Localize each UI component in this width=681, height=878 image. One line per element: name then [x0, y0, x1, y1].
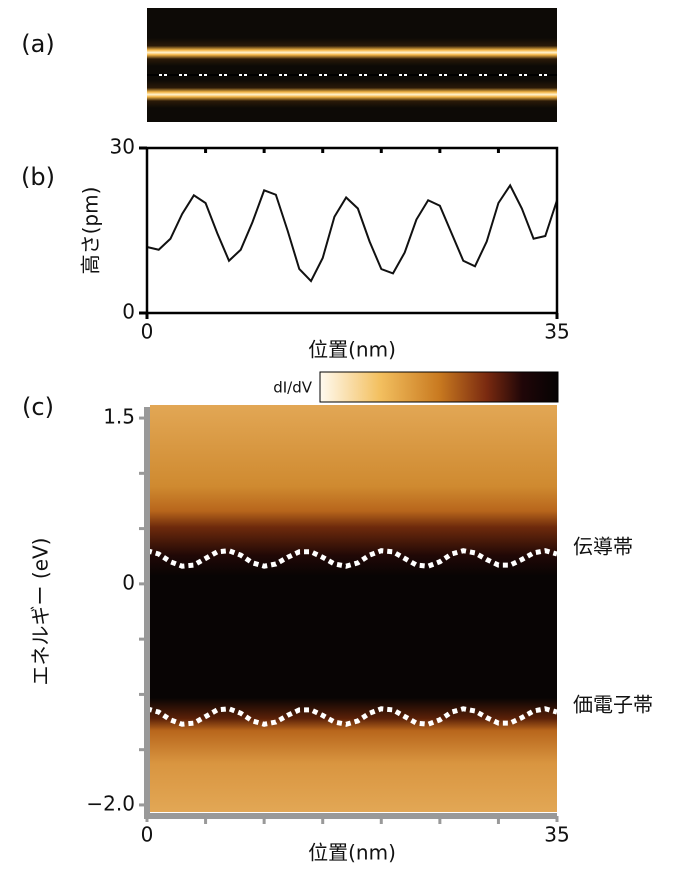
colorbar-label: dI/dV	[273, 379, 313, 397]
y-tick-label: 0	[122, 300, 135, 324]
plot-frame	[147, 148, 557, 313]
y-axis-label: 高さ(pm)	[79, 187, 103, 275]
x-tick-label: 35	[544, 320, 569, 344]
figure: dI/dV (a) (b) 0 30 0 35 位置(nm) 高さ(pm) (c) 伝導帯価電子帯…	[0, 0, 681, 878]
x-axis-label: 位置(nm)	[308, 841, 396, 865]
y-tick-label: −2.0	[86, 791, 135, 815]
panel-label: (b)	[21, 163, 55, 191]
x-tick-label: 0	[141, 823, 154, 847]
band-label: 伝導帯	[573, 535, 633, 559]
stm-band	[147, 80, 557, 108]
panel-label: (c)	[22, 393, 54, 421]
heatmap	[150, 405, 557, 812]
x-tick-label: 35	[544, 823, 569, 847]
band-label: 価電子帯	[573, 693, 653, 717]
stm-band	[147, 38, 557, 66]
panel-label: (a)	[21, 30, 54, 58]
y-tick-label: 0	[122, 570, 135, 594]
x-tick-label: 0	[141, 320, 154, 344]
y-tick-label: 1.5	[103, 405, 135, 429]
y-tick-label: 30	[110, 135, 135, 159]
y-axis-label: エネルギー (eV)	[29, 538, 53, 686]
x-axis-label: 位置(nm)	[308, 338, 396, 362]
panel-a-image	[147, 8, 557, 122]
series-line	[147, 185, 557, 281]
colorbar	[320, 372, 558, 402]
